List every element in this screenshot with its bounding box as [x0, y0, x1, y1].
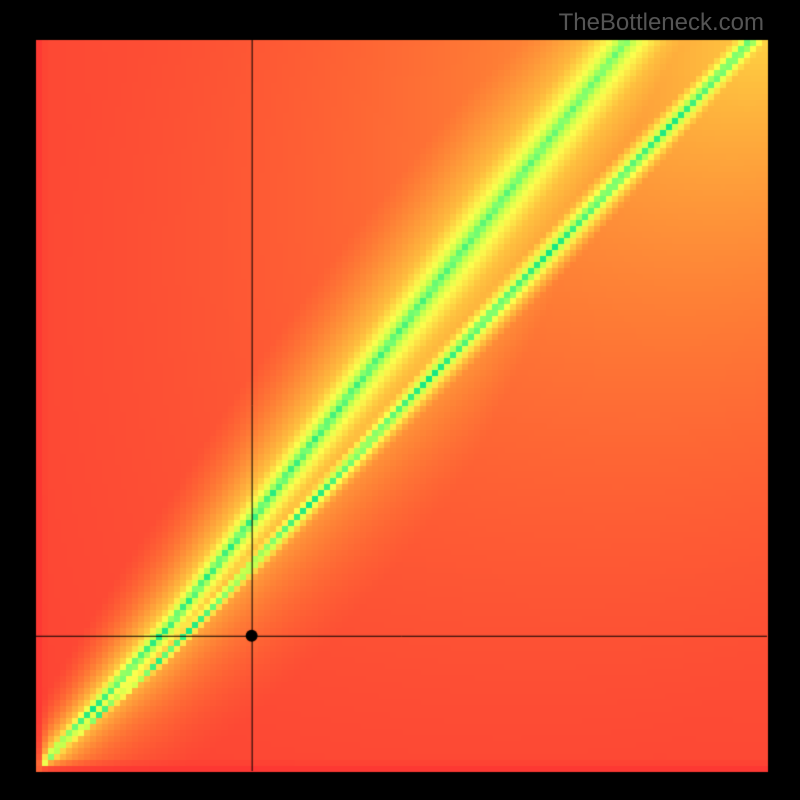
- bottleneck-heatmap: [0, 0, 800, 800]
